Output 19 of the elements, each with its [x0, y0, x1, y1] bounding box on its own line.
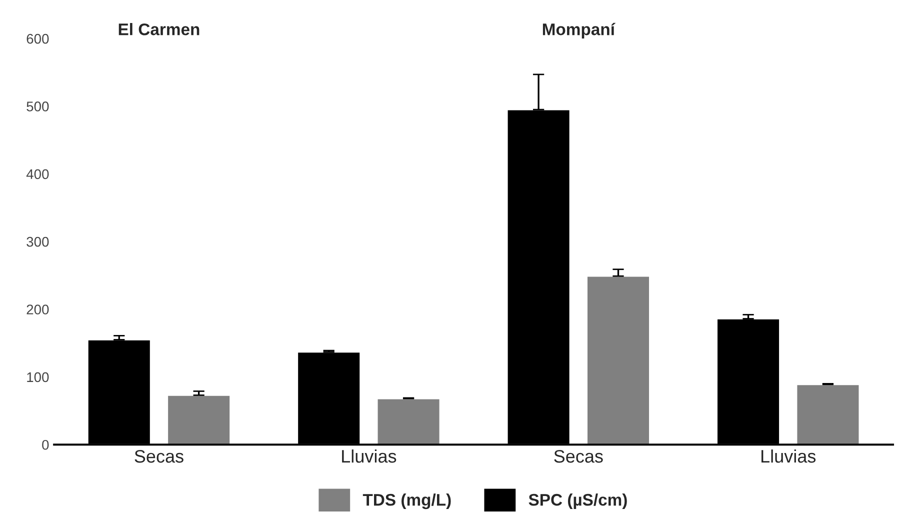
x-tick-label: Secas — [134, 450, 184, 463]
y-tick-label: 400 — [26, 169, 49, 180]
y-tick-label: 200 — [26, 304, 49, 314]
legend-label: SPC (µS/cm) — [528, 493, 627, 510]
y-tick-label: 0 — [42, 440, 49, 450]
bar — [166, 394, 231, 445]
x-tick-label: Lluvias — [762, 449, 816, 463]
y-tick-label: 500 — [26, 102, 49, 112]
bar — [796, 384, 860, 445]
y-tick-label: 600 — [26, 34, 49, 44]
x-tick-label: Secas — [554, 450, 603, 463]
text: El Carmen — [118, 23, 200, 36]
legend-label: TDS (mg/L) — [362, 493, 451, 510]
x-tick-label: Lluvias — [342, 449, 396, 463]
bar — [376, 398, 441, 445]
y-tick-label: 100 — [27, 372, 49, 382]
bar — [586, 275, 650, 445]
y-tick-label: 300 — [26, 236, 49, 247]
text: Mompaní — [542, 22, 616, 39]
